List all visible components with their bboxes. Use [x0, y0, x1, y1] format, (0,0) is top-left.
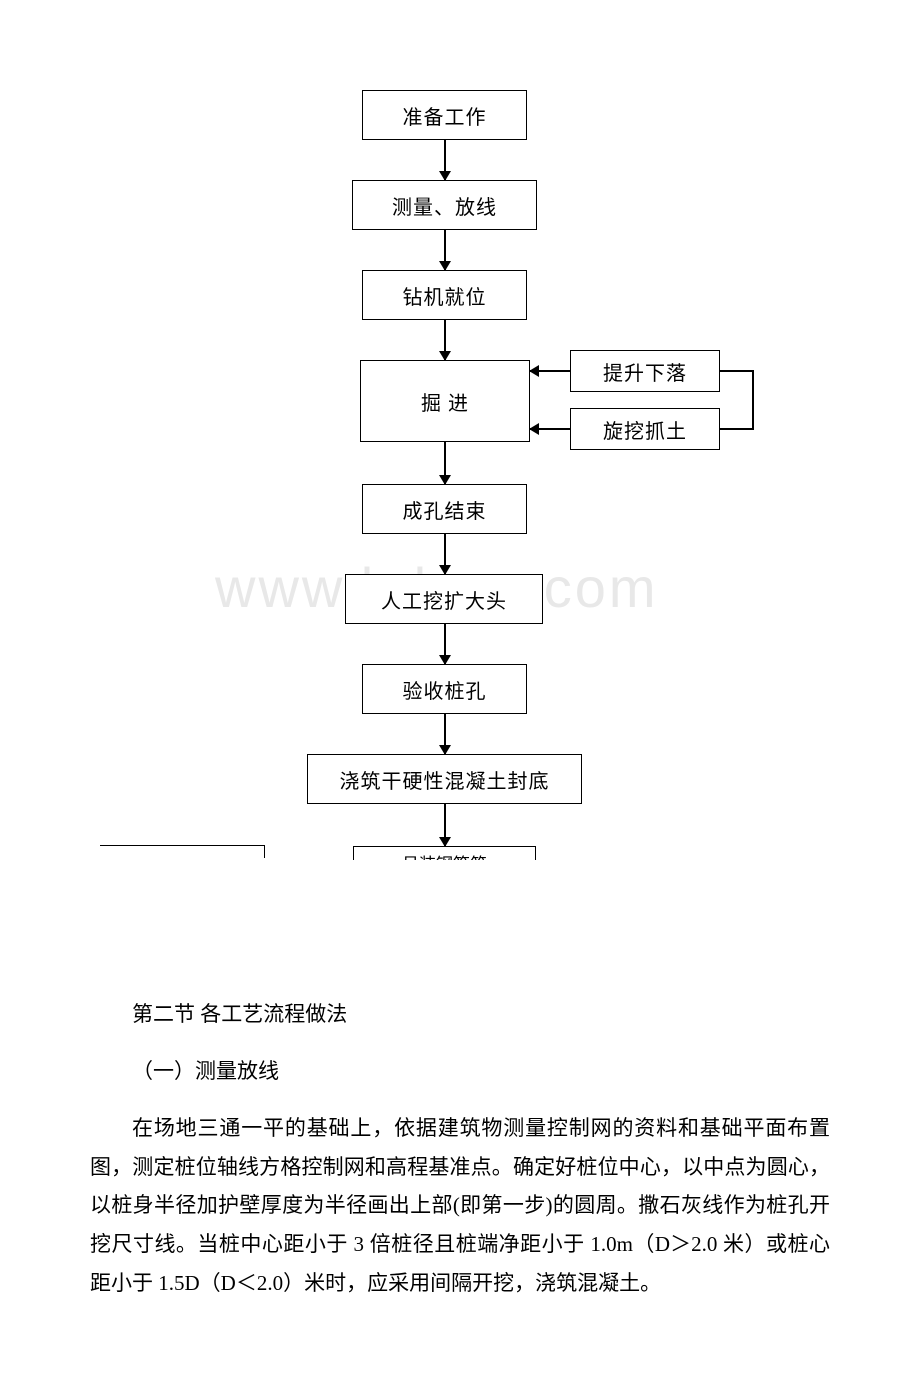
- flow-node-label: 掘 进: [421, 387, 469, 416]
- flow-node-label: 成孔结束: [403, 495, 487, 524]
- flow-node-label: 旋挖抓土: [603, 415, 687, 444]
- flow-node-hole-complete: 成孔结束: [362, 484, 527, 534]
- flow-node-concrete-seal: 浇筑干硬性混凝土封底: [307, 754, 582, 804]
- flow-arrow-down: [444, 714, 446, 754]
- sub-heading: （一）测量放线: [90, 1052, 830, 1091]
- flow-arrow-down: [444, 442, 446, 484]
- flow-node-excavate: 掘 进: [360, 360, 530, 442]
- flow-node-rotary-grab: 旋挖抓土: [570, 408, 720, 450]
- flow-node-label: 钻机就位: [403, 281, 487, 310]
- flow-node-measure: 测量、放线: [352, 180, 537, 230]
- flow-arrow-down: [444, 140, 446, 180]
- body-paragraph: 在场地三通一平的基础上，依据建筑物测量控制网的资料和基础平面布置图，测定桩位轴线…: [90, 1109, 830, 1303]
- flow-node-label: 提升下落: [603, 357, 687, 386]
- flow-arrow-left: [530, 370, 570, 372]
- flow-node-label: 浇筑干硬性混凝土封底: [340, 765, 550, 794]
- section-heading: 第二节 各工艺流程做法: [90, 995, 830, 1034]
- flow-node-label: 测量、放线: [392, 191, 497, 220]
- flow-arrow-down: [444, 624, 446, 664]
- document-text-section: 第二节 各工艺流程做法 （一）测量放线 在场地三通一平的基础上，依据建筑物测量控…: [0, 995, 920, 1303]
- flow-node-inspect: 验收桩孔: [362, 664, 527, 714]
- flow-node-label: 吊装钢筋笼: [402, 850, 487, 860]
- flow-node-partial-left: [100, 845, 265, 858]
- flow-node-label: 准备工作: [403, 101, 487, 130]
- flow-line: [752, 370, 754, 430]
- flow-arrow-left: [530, 428, 570, 430]
- flow-line: [720, 370, 752, 372]
- flow-node-label: 验收桩孔: [403, 675, 487, 704]
- flow-arrow-down: [444, 320, 446, 360]
- flow-node-drill-position: 钻机就位: [362, 270, 527, 320]
- flow-node-label: 人工挖扩大头: [381, 585, 507, 614]
- flow-node-manual-dig: 人工挖扩大头: [345, 574, 543, 624]
- flow-arrow-down: [444, 230, 446, 270]
- flowchart-container: www.bdocx.com 准备工作 测量、放线 钻机就位 掘 进 提升下落 旋…: [0, 90, 920, 860]
- flow-node-partial-rebar: 吊装钢筋笼: [353, 846, 536, 860]
- flow-node-prepare: 准备工作: [362, 90, 527, 140]
- flow-line: [720, 428, 752, 430]
- flow-arrow-down: [444, 804, 446, 846]
- flow-node-lift-drop: 提升下落: [570, 350, 720, 392]
- flow-arrow-down: [444, 534, 446, 574]
